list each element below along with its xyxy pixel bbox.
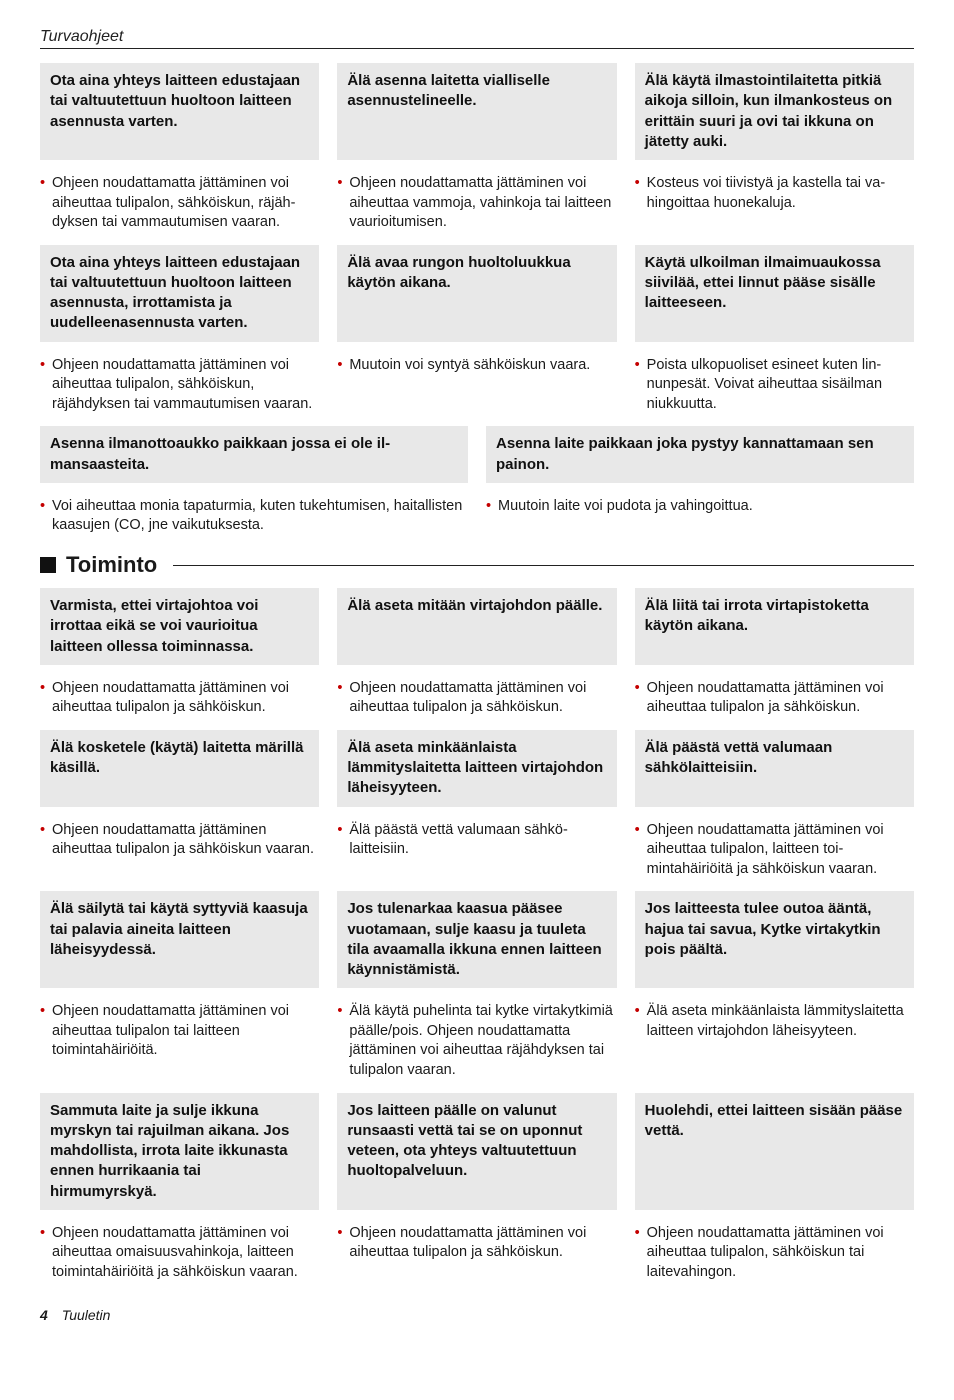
warn-box: Jos laitteen päälle on valu­nut runsaast… bbox=[337, 1093, 616, 1210]
bullet-text: Ohjeen noudattamatta jättäminen voi aihe… bbox=[40, 170, 319, 235]
page-number: 4 bbox=[40, 1307, 48, 1323]
warn-box: Älä aseta mitään virtajoh­don päälle. bbox=[337, 588, 616, 665]
b2-row7: Sammuta laite ja sulje ikkuna myrskyn ta… bbox=[40, 1093, 914, 1210]
header-divider bbox=[40, 48, 914, 49]
b1-row2: Ohjeen noudattamatta jättäminen voi aihe… bbox=[40, 170, 914, 235]
warn-box: Älä liitä tai irrota virtapisto­ketta kä… bbox=[635, 588, 914, 665]
bullet-text: Muutoin laite voi pudota ja vahingoittua… bbox=[486, 493, 914, 538]
b1-row6: Voi aiheuttaa monia tapaturmia, kuten tu… bbox=[40, 493, 914, 538]
bullet-text: Muutoin voi syntyä sähköiskun vaara. bbox=[337, 352, 616, 417]
bullet-text: Älä käytä puhelinta tai kytke virta­kytk… bbox=[337, 998, 616, 1082]
b2-row8: Ohjeen noudattamatta jättäminen voi aihe… bbox=[40, 1220, 914, 1285]
warn-box: Älä asenna laitetta vialliselle asennust… bbox=[337, 63, 616, 160]
b1-row3: Ota aina yhteys laitteen edusta­jaan tai… bbox=[40, 245, 914, 342]
page-footer: 4 Tuuletin bbox=[40, 1307, 914, 1323]
bullet-text: Ohjeen noudattamatta jättäminen voi aihe… bbox=[635, 1220, 914, 1285]
section-title: Toiminto bbox=[66, 552, 157, 578]
bullet-text: Älä päästä vettä valumaan sähkö­laitteis… bbox=[337, 817, 616, 882]
bullet-text: Ohjeen noudattamatta jättäminen voi aihe… bbox=[40, 1220, 319, 1285]
bullet-text: Ohjeen noudattamatta jättämi­nen voi aih… bbox=[337, 675, 616, 720]
warn-box: Asenna ilmanottoaukko paikkaan jossa ei … bbox=[40, 426, 468, 483]
bullet-text: Ohjeen noudattamatta jättäminen voi aihe… bbox=[635, 675, 914, 720]
page-header: Turvaohjeet bbox=[40, 28, 914, 46]
warn-box: Varmista, ettei virtajohtoa voi irrottaa… bbox=[40, 588, 319, 665]
bullet-text: Älä aseta minkäänlaista lämmitys­laitett… bbox=[635, 998, 914, 1082]
section-marker-icon bbox=[40, 557, 56, 573]
warn-box: Jos tulenarkaa kaasua pääsee vuotamaan, … bbox=[337, 891, 616, 988]
b2-row1: Varmista, ettei virtajohtoa voi irrottaa… bbox=[40, 588, 914, 665]
section-header: Toiminto bbox=[40, 552, 914, 578]
warn-box: Ota aina yhteys laitteen edusta­jaan tai… bbox=[40, 245, 319, 342]
bullet-text: Ohjeen noudattamatta jättäminen aiheutta… bbox=[40, 817, 319, 882]
warn-box: Sammuta laite ja sulje ikkuna myrskyn ta… bbox=[40, 1093, 319, 1210]
warn-box: Ota aina yhteys laitteen edusta­jaan tai… bbox=[40, 63, 319, 160]
bullet-text: Ohjeen noudattamatta jättäminen voi aihe… bbox=[337, 170, 616, 235]
b1-row4: Ohjeen noudattamatta jättäminen voi aihe… bbox=[40, 352, 914, 417]
bullet-text: Poista ulkopuoliset esineet kuten lin­nu… bbox=[635, 352, 914, 417]
bullet-text: Ohjeen noudattamatta jättäminen voi aihe… bbox=[635, 817, 914, 882]
b1-row1: Ota aina yhteys laitteen edusta­jaan tai… bbox=[40, 63, 914, 160]
b2-row2: Ohjeen noudattamatta jättämi­nen voi aih… bbox=[40, 675, 914, 720]
b2-row6: Ohjeen noudattamatta jättäminen voi aihe… bbox=[40, 998, 914, 1082]
bullet-text: Ohjeen noudattamatta jättäminen voi aihe… bbox=[40, 352, 319, 417]
warn-box: Älä avaa rungon huoltoluukkua käytön aik… bbox=[337, 245, 616, 342]
warn-box: Älä kosketele (käytä) lai­tetta märillä … bbox=[40, 730, 319, 807]
warn-box: Käytä ulkoilman ilmaimuau­kossa siivilää… bbox=[635, 245, 914, 342]
b2-row3: Älä kosketele (käytä) lai­tetta märillä … bbox=[40, 730, 914, 807]
b2-row5: Älä säilytä tai käytä syttyviä kaasuja t… bbox=[40, 891, 914, 988]
bullet-text: Ohjeen noudattamatta jättämi­nen voi aih… bbox=[40, 675, 319, 720]
warn-box: Asenna laite paikkaan joka pystyy kannat… bbox=[486, 426, 914, 483]
warn-box: Huolehdi, ettei laitteen si­sään pääse v… bbox=[635, 1093, 914, 1210]
footer-title: Tuuletin bbox=[62, 1307, 111, 1323]
section-rule bbox=[173, 565, 914, 566]
bullet-text: Voi aiheuttaa monia tapaturmia, kuten tu… bbox=[40, 493, 468, 538]
bullet-text: Kosteus voi tiivistyä ja kastella tai va… bbox=[635, 170, 914, 235]
warn-box: Älä päästä vettä valumaan sähkölaitteisi… bbox=[635, 730, 914, 807]
bullet-text: Ohjeen noudattamatta jättäminen voi aihe… bbox=[40, 998, 319, 1082]
warn-box: Älä säilytä tai käytä syttyviä kaasuja t… bbox=[40, 891, 319, 988]
warn-box: Älä käytä ilmastointilaitetta pitkiä aik… bbox=[635, 63, 914, 160]
warn-box: Älä aseta minkäänlaista lämmityslaitetta… bbox=[337, 730, 616, 807]
b2-row4: Ohjeen noudattamatta jättäminen aiheutta… bbox=[40, 817, 914, 882]
warn-box: Jos laitteesta tulee outoa ääntä, hajua … bbox=[635, 891, 914, 988]
b1-row5: Asenna ilmanottoaukko paikkaan jossa ei … bbox=[40, 426, 914, 483]
bullet-text: Ohjeen noudattamatta jättäminen voi aihe… bbox=[337, 1220, 616, 1285]
